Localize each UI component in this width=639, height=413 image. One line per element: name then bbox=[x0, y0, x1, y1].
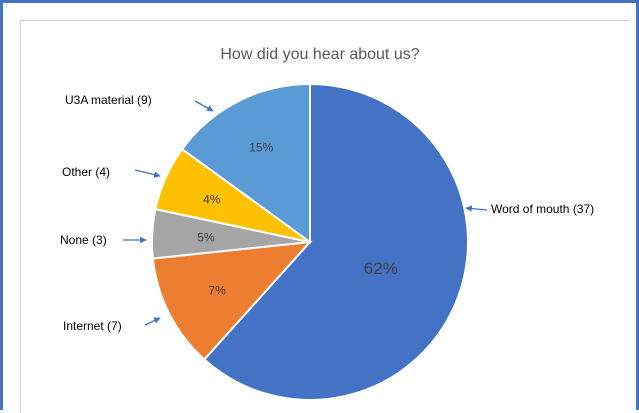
slice-category-label: Other (4) bbox=[62, 165, 110, 179]
pie-slices bbox=[151, 82, 469, 401]
category-labels: Word of mouth (37) Internet (7) None (3) Ot… bbox=[60, 93, 594, 333]
label-arrow-icon bbox=[194, 100, 214, 112]
slice-percent-label: 7% bbox=[208, 283, 226, 297]
pie-slice bbox=[202, 82, 469, 401]
slice-percent-label: 15% bbox=[249, 140, 273, 154]
slice-percent-label: 5% bbox=[197, 231, 215, 245]
label-arrows bbox=[123, 100, 488, 326]
label-arrow-icon bbox=[465, 205, 488, 212]
label-arrow-icon bbox=[134, 169, 161, 178]
slice-category-label: Internet (7) bbox=[63, 319, 122, 333]
label-arrow-icon bbox=[144, 317, 161, 326]
pie-slice bbox=[151, 240, 313, 361]
slice-category-label: U3A material (9) bbox=[65, 93, 152, 107]
slice-category-label: None (3) bbox=[60, 233, 107, 247]
percent-labels: 62% 7% 5% 4% 15% bbox=[197, 140, 398, 297]
chart-title: How did you hear about us? bbox=[220, 46, 419, 63]
chart-area-border bbox=[20, 20, 630, 413]
pie-slice bbox=[180, 82, 311, 244]
slice-percent-label: 62% bbox=[364, 259, 398, 278]
slice-percent-label: 4% bbox=[203, 192, 221, 206]
slice-category-label: Word of mouth (37) bbox=[491, 202, 594, 216]
